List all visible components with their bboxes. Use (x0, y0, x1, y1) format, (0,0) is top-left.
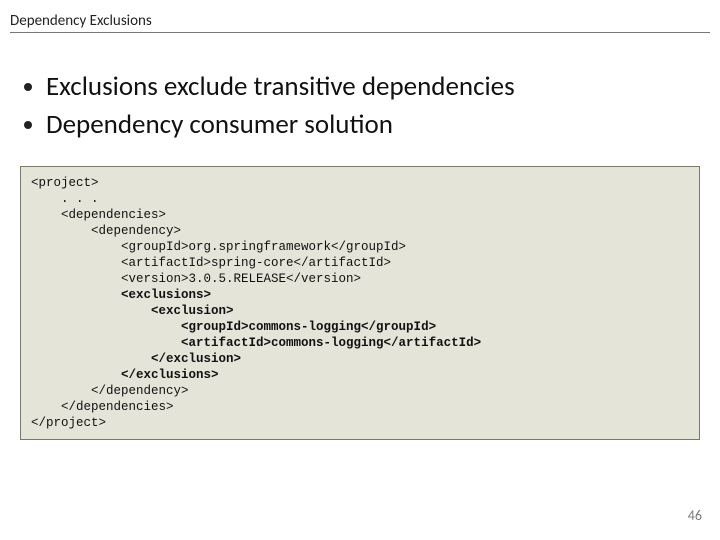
slide: Dependency Exclusions Exclusions exclude… (0, 0, 720, 540)
code-line: <artifactId>commons-logging</artifactId> (31, 336, 481, 350)
slide-title: Dependency Exclusions (10, 12, 710, 30)
bullet-item: Exclusions exclude transitive dependenci… (46, 69, 710, 105)
code-line: <exclusions> (31, 288, 211, 302)
code-line: </exclusions> (31, 368, 219, 382)
bullet-list: Exclusions exclude transitive dependenci… (10, 69, 710, 144)
code-line: <version>3.0.5.RELEASE</version> (31, 272, 361, 286)
code-line: . . . (31, 192, 99, 206)
bullet-item: Dependency consumer solution (46, 107, 710, 143)
code-line: <exclusion> (31, 304, 234, 318)
code-line: <groupId>commons-logging</groupId> (31, 320, 436, 334)
code-line: </exclusion> (31, 352, 241, 366)
code-line: <groupId>org.springframework</groupId> (31, 240, 406, 254)
code-line: <artifactId>spring-core</artifactId> (31, 256, 391, 270)
code-line: <dependencies> (31, 208, 166, 222)
code-line: <project> (31, 176, 99, 190)
code-block: <project> . . . <dependencies> <dependen… (20, 166, 700, 440)
title-bar: Dependency Exclusions (10, 12, 710, 33)
code-line: </dependencies> (31, 400, 174, 414)
code-line: </project> (31, 416, 106, 430)
code-line: </dependency> (31, 384, 189, 398)
code-line: <dependency> (31, 224, 181, 238)
page-number: 46 (688, 507, 702, 524)
